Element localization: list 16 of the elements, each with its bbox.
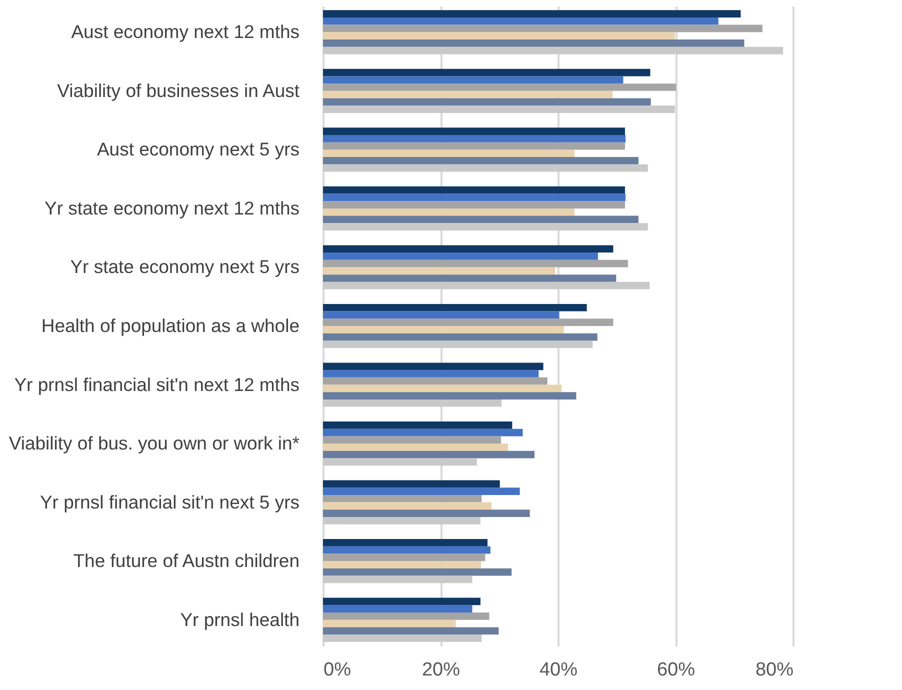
y-tick-label: Aust economy next 12 mths	[71, 21, 300, 42]
y-tick-label: Viability of bus. you own or work in*	[8, 432, 300, 454]
y-tick-label: The future of Austn children	[73, 550, 300, 572]
y-tick-label: Yr state economy next 12 mths	[44, 197, 300, 218]
x-tick-label: 20%	[422, 660, 460, 680]
y-tick-label: Viability of businesses in Aust	[57, 80, 300, 101]
y-tick-label: Yr prnsl financial sit'n next 12 mths	[14, 374, 300, 395]
x-tick-label: 0%	[324, 660, 352, 680]
y-tick-label: Aust economy next 5 yrs	[96, 138, 300, 160]
x-tick-label: 80%	[755, 660, 794, 680]
y-tick-label: Yr prnsl health	[180, 608, 300, 630]
x-tick-label: 60%	[656, 660, 696, 680]
y-tick-label: Yr prnsl financial sit'n next 5 yrs	[40, 491, 300, 512]
y-tick-label: Health of population as a whole	[41, 315, 300, 336]
x-tick-label: 40%	[539, 660, 578, 680]
y-tick-label: Yr state economy next 5 yrs	[70, 256, 300, 278]
